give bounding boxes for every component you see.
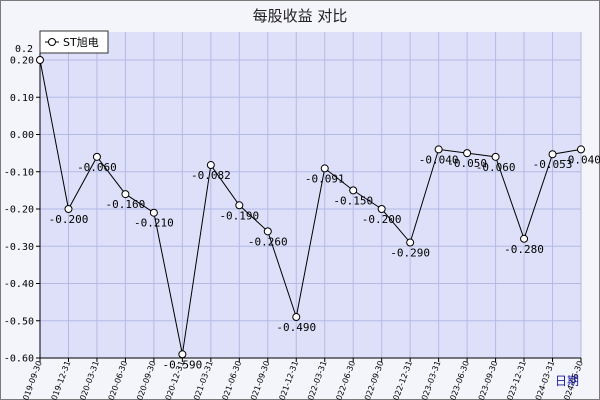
data-point-marker xyxy=(149,208,158,217)
x-tick-label: 2022-12-31 xyxy=(390,360,414,400)
data-label: -0.490 xyxy=(276,321,316,334)
x-tick-label: 2022-06-30 xyxy=(333,360,357,400)
legend-box xyxy=(39,30,109,54)
plot-area: 0.20 0.10 0.00 -0.10 -0.20 -0.30 -0.40 -0.50 -0.… xyxy=(4,32,600,400)
y-tick-label: 0.00 xyxy=(10,130,34,141)
data-point-marker xyxy=(235,201,244,210)
x-tick-label: 2023-12-31 xyxy=(504,360,528,400)
y-tick-label: 0.20 xyxy=(10,56,34,67)
data-point-marker xyxy=(206,161,215,170)
data-label: -0.150 xyxy=(333,194,373,207)
chart-title: 每股收益 对比 xyxy=(253,7,348,25)
x-tick-label: 2023-06-30 xyxy=(447,360,471,400)
data-point-marker xyxy=(577,145,585,154)
data-label: -0.050 xyxy=(447,157,487,170)
data-point-marker xyxy=(406,238,415,247)
data-label: -0.053 xyxy=(533,158,573,171)
x-tick-label: 2023-09-30 xyxy=(475,360,499,400)
y-tick-label: -0.30 xyxy=(4,242,34,253)
data-label: -0.280 xyxy=(504,243,544,256)
data-label: -0.060 xyxy=(77,161,117,174)
x-tick-label: 2019-09-30 xyxy=(20,360,44,400)
data-point-marker xyxy=(463,149,472,158)
legend-series-label: ST旭电 xyxy=(63,35,99,49)
data-label: -0.290 xyxy=(390,247,430,260)
x-tick-label: 2020-03-31 xyxy=(76,360,100,400)
y-tick-label: -0.60 xyxy=(4,354,34,365)
data-point-marker xyxy=(64,205,73,213)
x-tick-label: 2024-03-31 xyxy=(532,360,556,400)
data-label: -0.040 xyxy=(561,153,600,166)
data-point-marker xyxy=(292,313,301,322)
x-tick-label: 2021-09-30 xyxy=(247,360,271,400)
data-label: -0.260 xyxy=(248,235,288,248)
x-tick-label: 2019-12-31 xyxy=(48,360,72,400)
legend: ST旭电 xyxy=(39,30,109,54)
data-label: -0.200 xyxy=(49,213,89,226)
x-tick-label: 2020-09-30 xyxy=(133,360,157,400)
data-point-marker xyxy=(491,152,500,161)
y-tick-label-overflow: 0.2 xyxy=(15,44,33,55)
data-label: -0.200 xyxy=(362,213,402,226)
x-tick-label: 2020-06-30 xyxy=(105,360,129,400)
y-tick-label: -0.10 xyxy=(4,167,34,178)
data-point-marker xyxy=(349,186,358,195)
x-tick-label: 2023-03-31 xyxy=(418,360,442,400)
data-point-marker xyxy=(36,56,44,64)
y-tick-label: -0.50 xyxy=(4,316,34,327)
data-label: -0.190 xyxy=(219,209,259,222)
legend-marker-icon xyxy=(48,38,56,46)
data-point-marker xyxy=(434,145,443,154)
data-point-marker xyxy=(320,164,329,173)
y-tick-label: -0.40 xyxy=(4,279,34,290)
data-point-marker xyxy=(548,150,557,159)
data-point-marker xyxy=(263,227,272,236)
data-point-marker xyxy=(178,350,187,359)
x-tick-label: 2021-06-30 xyxy=(219,360,243,400)
x-tick-label: 2021-12-31 xyxy=(276,360,300,400)
y-tick-label: 0.10 xyxy=(10,93,34,104)
x-tick-label: 2022-03-31 xyxy=(304,360,328,400)
data-label: -0.082 xyxy=(191,169,231,182)
data-point-marker xyxy=(121,190,130,199)
data-point-marker xyxy=(377,205,386,213)
data-label: -0.060 xyxy=(476,161,516,174)
data-label: -0.210 xyxy=(134,217,174,230)
data-label: -0.091 xyxy=(305,172,345,185)
data-label: -0.590 xyxy=(162,358,202,371)
data-label: -0.160 xyxy=(106,198,146,211)
plot-background xyxy=(40,32,581,358)
data-point-marker xyxy=(520,234,529,243)
y-tick-label: -0.20 xyxy=(4,205,34,216)
data-point-marker xyxy=(92,152,101,161)
data-label: -0.040 xyxy=(419,153,459,166)
series-line xyxy=(39,59,582,355)
x-tick-label: 2022-09-30 xyxy=(361,360,385,400)
x-axis-corner-label: 日期 xyxy=(555,374,579,388)
